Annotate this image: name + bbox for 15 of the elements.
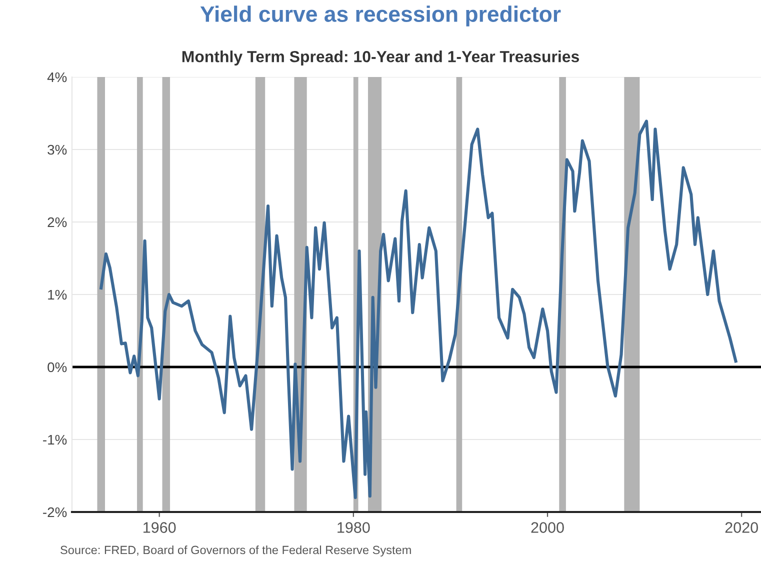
y-tick-label: 1% xyxy=(48,290,67,300)
y-tick-label: -2% xyxy=(43,507,67,518)
x-tick-label: 2020 xyxy=(725,522,758,533)
y-tick-label: 3% xyxy=(48,144,67,155)
source-note: Source: FRED, Board of Governors of the Federal Reserve System xyxy=(60,545,411,557)
x-tick-label: 1980 xyxy=(338,522,370,533)
y-tick-label: -1% xyxy=(43,434,67,445)
x-tick-label: 1960 xyxy=(144,522,176,533)
chart-subtitle: Monthly Term Spread: 10-Year and 1-Year Treasuries xyxy=(182,50,580,66)
y-tick-label: 2% xyxy=(48,217,67,228)
y-tick-label: 4% xyxy=(47,72,67,82)
y-tick-label: 0% xyxy=(48,362,67,372)
chart-title: Yield curve as recession predictor xyxy=(200,6,561,26)
line-series xyxy=(100,120,738,500)
x-tick-label: 2000 xyxy=(531,522,564,533)
